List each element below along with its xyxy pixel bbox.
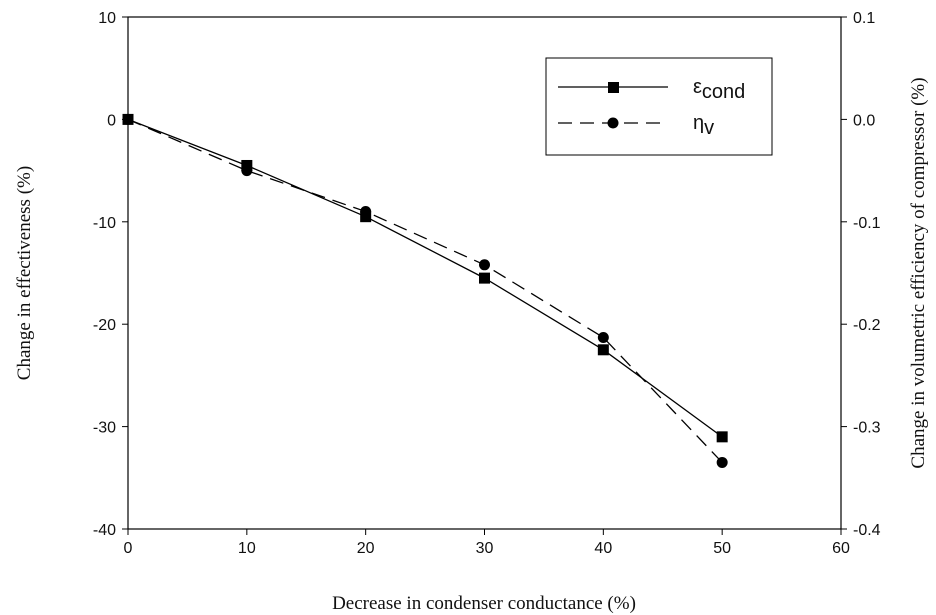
legend-label-econd: εcond (693, 76, 745, 103)
data-point-etav (122, 113, 134, 125)
x-axis-title: Decrease in condenser conductance (%) (332, 593, 636, 614)
y-tick-label: -10 (93, 215, 116, 232)
legend-marker-econd (608, 82, 619, 93)
x-tick-label: 40 (594, 540, 612, 557)
x-tick-label: 30 (476, 540, 494, 557)
y-tick-label: 10 (98, 10, 116, 27)
x-tick-label: 50 (713, 540, 731, 557)
y-tick-label: 0 (107, 112, 116, 129)
data-point-etav (360, 206, 372, 218)
x-tick-label: 20 (357, 540, 375, 557)
y2-axis-title: Change in volumetric efficiency of compr… (908, 77, 929, 468)
legend-marker-etav (607, 117, 619, 129)
y2-tick-label: -0.3 (853, 420, 881, 437)
y-tick-label: -20 (93, 317, 116, 334)
x-tick-label: 10 (238, 540, 256, 557)
legend-box (545, 57, 773, 156)
data-point-econd (597, 344, 609, 356)
x-tick-label: 0 (124, 540, 133, 557)
y2-tick-label: -0.2 (853, 317, 881, 334)
x-tick-label: 60 (832, 540, 850, 557)
data-point-etav (716, 456, 728, 468)
y2-tick-label: -0.4 (853, 522, 881, 539)
series-layer (122, 113, 728, 468)
y2-tick-label: -0.1 (853, 215, 881, 232)
data-point-etav (479, 259, 490, 271)
ticks-layer: 0 10 20 30 40 50 60 10 0 -10 -20 -30 -40 0.1 0.0 -0.1 -0… (93, 10, 881, 557)
legend-label-etav: ηv (693, 112, 714, 139)
data-point-etav (241, 165, 253, 177)
data-point-etav (597, 332, 609, 344)
y2-tick-label: 0.0 (853, 112, 875, 129)
series-line-etav (127, 118, 723, 463)
y-tick-label: -30 (93, 420, 116, 437)
legend: εcond ηv (545, 57, 773, 156)
series-line-econd (127, 118, 723, 438)
y-axis-title: Change in effectiveness (%) (14, 166, 35, 380)
y-tick-label: -40 (93, 522, 116, 539)
data-point-econd (716, 431, 728, 443)
y2-tick-label: 0.1 (853, 10, 875, 27)
data-point-econd (479, 272, 490, 284)
